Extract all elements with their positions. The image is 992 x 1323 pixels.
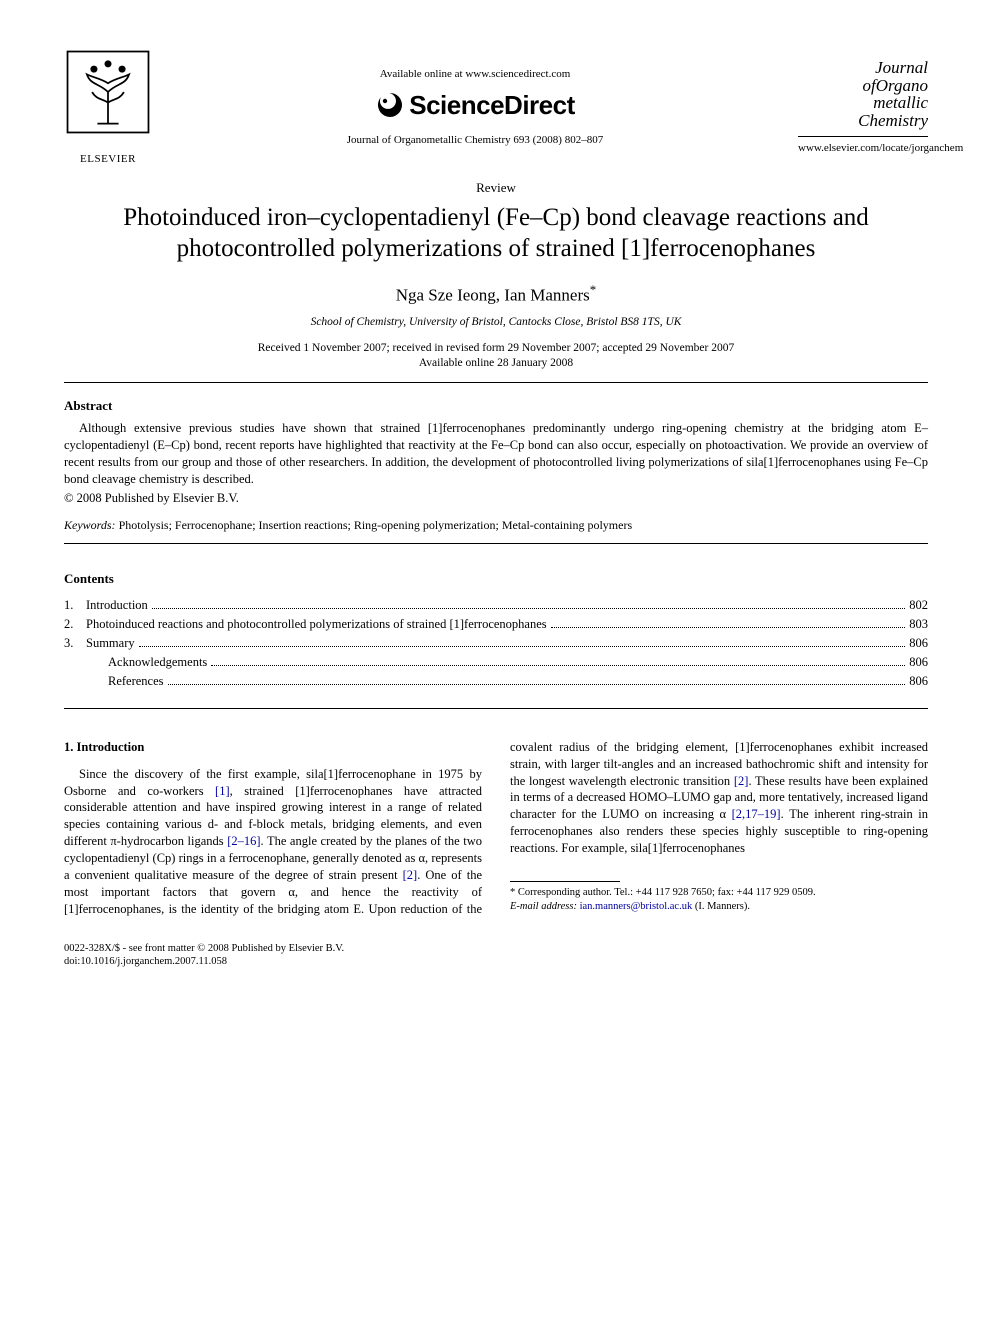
page-header: ELSEVIER Available online at www.science… bbox=[64, 48, 928, 167]
doi-line: doi:10.1016/j.jorganchem.2007.11.058 bbox=[64, 955, 928, 969]
abstract-heading: Abstract bbox=[64, 397, 928, 415]
ref-link-1[interactable]: [1] bbox=[215, 784, 230, 798]
sciencedirect-logo: ScienceDirect bbox=[375, 88, 574, 123]
keywords-label: Keywords: bbox=[64, 518, 116, 532]
body-text: 1. Introduction Since the discovery of t… bbox=[64, 739, 928, 918]
toc-leader-dots bbox=[139, 646, 906, 647]
toc-page: 806 bbox=[909, 654, 928, 671]
rule-below-contents bbox=[64, 708, 928, 709]
available-online-line: Available online at www.sciencedirect.co… bbox=[172, 67, 778, 82]
toc-row[interactable]: References 806 bbox=[64, 673, 928, 690]
toc-title: Introduction bbox=[86, 597, 148, 614]
authors-names: Nga Sze Ieong, Ian Manners bbox=[396, 285, 590, 304]
toc-number: 2. bbox=[64, 616, 86, 633]
journal-logo-rule bbox=[798, 136, 928, 137]
footnote-marker: * bbox=[510, 887, 515, 898]
toc-row[interactable]: Acknowledgements 806 bbox=[64, 654, 928, 671]
journal-logo-block: Journal ofOrgano metallic Chemistry www.… bbox=[798, 59, 928, 156]
toc-title: Summary bbox=[86, 635, 135, 652]
toc-leader-dots bbox=[211, 665, 905, 666]
table-of-contents: 1.Introduction 802 2.Photoinduced reactio… bbox=[64, 597, 928, 689]
ref-link-2b[interactable]: [2] bbox=[734, 774, 749, 788]
front-matter-line: 0022-328X/$ - see front matter © 2008 Pu… bbox=[64, 942, 928, 956]
elsevier-tree-icon bbox=[64, 48, 152, 145]
received-line: Received 1 November 2007; received in re… bbox=[64, 341, 928, 357]
toc-leader-dots bbox=[152, 608, 905, 609]
toc-title: References bbox=[108, 673, 164, 690]
authors-line: Nga Sze Ieong, Ian Manners* bbox=[64, 281, 928, 308]
toc-page: 803 bbox=[909, 616, 928, 633]
corresponding-author-footnote: * Corresponding author. Tel.: +44 117 92… bbox=[510, 886, 928, 900]
toc-leader-dots bbox=[168, 684, 906, 685]
article-type: Review bbox=[64, 179, 928, 197]
email-footnote: E-mail address: ian.manners@bristol.ac.u… bbox=[510, 900, 928, 914]
corresponding-text: Corresponding author. Tel.: +44 117 928 … bbox=[518, 887, 816, 898]
contents-heading: Contents bbox=[64, 570, 928, 588]
toc-row[interactable]: 1.Introduction 802 bbox=[64, 597, 928, 614]
ref-link-2-17-19[interactable]: [2,17–19] bbox=[732, 807, 781, 821]
journal-logo-line-3: metallic bbox=[798, 94, 928, 112]
footnotes: * Corresponding author. Tel.: +44 117 92… bbox=[510, 886, 928, 913]
toc-row[interactable]: 2.Photoinduced reactions and photocontro… bbox=[64, 616, 928, 633]
corresponding-marker: * bbox=[590, 282, 597, 297]
email-attribution: (I. Manners). bbox=[692, 901, 750, 912]
article-title: Photoinduced iron–cyclopentadienyl (Fe–C… bbox=[106, 202, 886, 265]
journal-logo-line-1: Journal bbox=[798, 59, 928, 77]
toc-row[interactable]: 3.Summary 806 bbox=[64, 635, 928, 652]
header-center: Available online at www.sciencedirect.co… bbox=[164, 67, 786, 148]
toc-page: 802 bbox=[909, 597, 928, 614]
toc-number: 1. bbox=[64, 597, 86, 614]
ref-link-2a[interactable]: [2] bbox=[403, 868, 418, 882]
toc-title: Photoinduced reactions and photocontroll… bbox=[86, 616, 547, 633]
corresponding-email[interactable]: ian.manners@bristol.ac.uk bbox=[580, 901, 693, 912]
toc-page: 806 bbox=[909, 635, 928, 652]
toc-title: Acknowledgements bbox=[108, 654, 207, 671]
email-label: E-mail address: bbox=[510, 901, 577, 912]
toc-number: 3. bbox=[64, 635, 86, 652]
keywords-list: Photolysis; Ferrocenophane; Insertion re… bbox=[116, 518, 633, 532]
sciencedirect-wordmark: ScienceDirect bbox=[409, 88, 574, 123]
section-1-heading: 1. Introduction bbox=[64, 739, 482, 756]
article-dates: Received 1 November 2007; received in re… bbox=[64, 341, 928, 372]
keywords-line: Keywords: Photolysis; Ferrocenophane; In… bbox=[64, 517, 928, 533]
toc-leader-dots bbox=[551, 627, 906, 628]
ref-link-2-16[interactable]: [2–16] bbox=[227, 834, 260, 848]
footnote-rule bbox=[510, 881, 620, 882]
elsevier-label: ELSEVIER bbox=[64, 152, 152, 167]
elsevier-logo: ELSEVIER bbox=[64, 48, 152, 167]
journal-logo-line-2: ofOrgano bbox=[798, 77, 928, 95]
journal-logo-line-4: Chemistry bbox=[798, 112, 928, 130]
affiliation: School of Chemistry, University of Brist… bbox=[64, 315, 928, 331]
abstract-copyright: © 2008 Published by Elsevier B.V. bbox=[64, 490, 928, 507]
journal-logo: Journal ofOrgano metallic Chemistry bbox=[798, 59, 928, 130]
toc-page: 806 bbox=[909, 673, 928, 690]
bottom-metadata: 0022-328X/$ - see front matter © 2008 Pu… bbox=[64, 942, 928, 969]
journal-url: www.elsevier.com/locate/jorganchem bbox=[798, 141, 928, 156]
abstract-body: Although extensive previous studies have… bbox=[64, 420, 928, 488]
sciencedirect-swirl-icon bbox=[375, 91, 403, 119]
citation-line: Journal of Organometallic Chemistry 693 … bbox=[172, 133, 778, 148]
rule-above-abstract bbox=[64, 382, 928, 383]
rule-below-keywords bbox=[64, 543, 928, 544]
available-online-date: Available online 28 January 2008 bbox=[64, 356, 928, 372]
